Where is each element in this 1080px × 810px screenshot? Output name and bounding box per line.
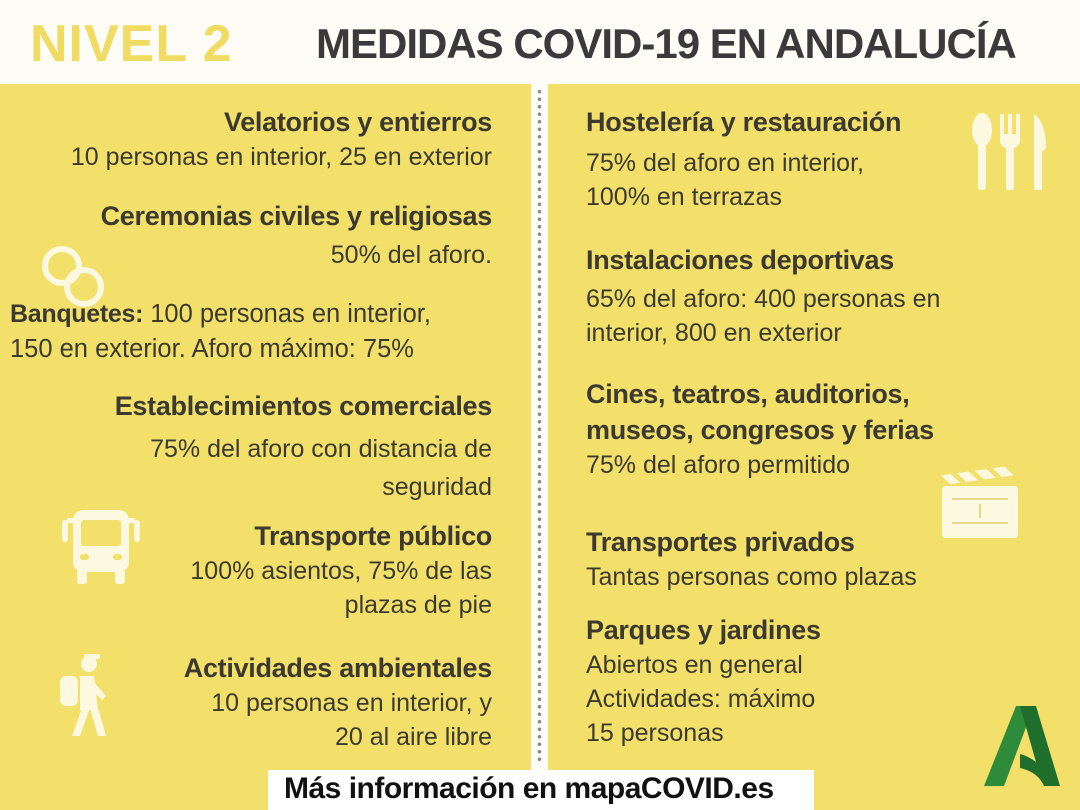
section-text: 100% en terrazas	[586, 183, 782, 211]
section-heading: Banquetes:	[10, 300, 144, 328]
section-heading: Hostelería y restauración	[586, 107, 902, 137]
section-transportes-privados: Transportes privados Tantas personas com…	[586, 524, 1026, 594]
more-info-link[interactable]: Más información en mapaCOVID.es	[284, 772, 774, 805]
section-heading: Actividades ambientales	[183, 653, 493, 683]
section-text: 100 personas en interior,	[150, 300, 431, 328]
section-parques: Parques y jardines Abiertos en general A…	[586, 612, 1026, 750]
section-heading: Ceremonias civiles y religiosas	[100, 201, 493, 231]
section-text: seguridad	[382, 473, 492, 501]
section-heading: Instalaciones deportivas	[586, 245, 894, 275]
section-text: 75% del aforo permitido	[586, 451, 851, 479]
cutlery-icon	[972, 113, 1046, 190]
section-text: 15 personas	[586, 719, 724, 747]
column-divider	[531, 84, 548, 770]
section-velatorios: Velatorios y entierros 10 personas en in…	[12, 104, 492, 174]
section-hosteleria: Hostelería y restauración 75% del aforo …	[586, 104, 966, 214]
section-text: 65% del aforo: 400 personas en	[586, 285, 941, 313]
section-heading: Parques y jardines	[586, 615, 821, 645]
section-heading: museos, congresos y ferias	[586, 415, 934, 445]
section-banquetes: Banquetes: 100 personas en interior, 150…	[10, 296, 500, 366]
section-text: 75% del aforo con distancia de	[150, 435, 492, 463]
section-cines: Cines, teatros, auditorios, museos, cong…	[586, 376, 1026, 482]
page-title: MEDIDAS COVID-19 EN ANDALUCÍA	[316, 20, 1017, 67]
section-text: Actividades: máximo	[586, 685, 816, 713]
level-label: NIVEL 2	[30, 15, 233, 73]
section-transporte-publico: Transporte público 100% asientos, 75% de…	[12, 518, 492, 622]
section-instalaciones-deportivas: Instalaciones deportivas 65% del aforo: …	[586, 242, 1046, 350]
section-text: 150 en exterior. Aforo máximo: 75%	[10, 335, 414, 363]
hiker-icon	[60, 654, 106, 736]
section-text: plazas de pie	[344, 591, 492, 619]
section-heading: Cines, teatros, auditorios,	[586, 379, 910, 409]
header-bar: NIVEL 2 MEDIDAS COVID-19 EN ANDALUCÍA	[0, 0, 1080, 84]
clapperboard-icon	[940, 466, 1018, 538]
section-actividades-ambientales: Actividades ambientales 10 personas en i…	[12, 650, 493, 754]
section-text: 75% del aforo en interior,	[586, 149, 864, 177]
section-text: Tantas personas como plazas	[586, 563, 917, 591]
section-heading: Velatorios y entierros	[223, 107, 492, 137]
section-text: 10 personas en interior, 25 en exterior	[70, 143, 492, 171]
section-heading: Transportes privados	[586, 527, 855, 557]
wedding-rings-icon	[42, 246, 104, 307]
section-text: 50% del aforo.	[330, 241, 492, 269]
section-comercios: Establecimientos comerciales 75% del afo…	[12, 388, 493, 506]
section-heading: Establecimientos comerciales	[114, 391, 493, 421]
more-info-banner: Más información en mapaCOVID.es	[268, 770, 814, 810]
junta-andalucia-logo-icon	[984, 706, 1060, 786]
section-text: 100% asientos, 75% de las	[190, 557, 492, 585]
section-text: 10 personas en interior, y	[211, 689, 492, 717]
section-ceremonias: Ceremonias civiles y religiosas 50% del …	[12, 198, 493, 272]
section-text: Abiertos en general	[586, 651, 803, 679]
section-text: 20 al aire libre	[334, 723, 492, 751]
section-text: interior, 800 en exterior	[586, 319, 842, 347]
bus-icon	[62, 510, 140, 584]
section-heading: Transporte público	[254, 521, 492, 551]
